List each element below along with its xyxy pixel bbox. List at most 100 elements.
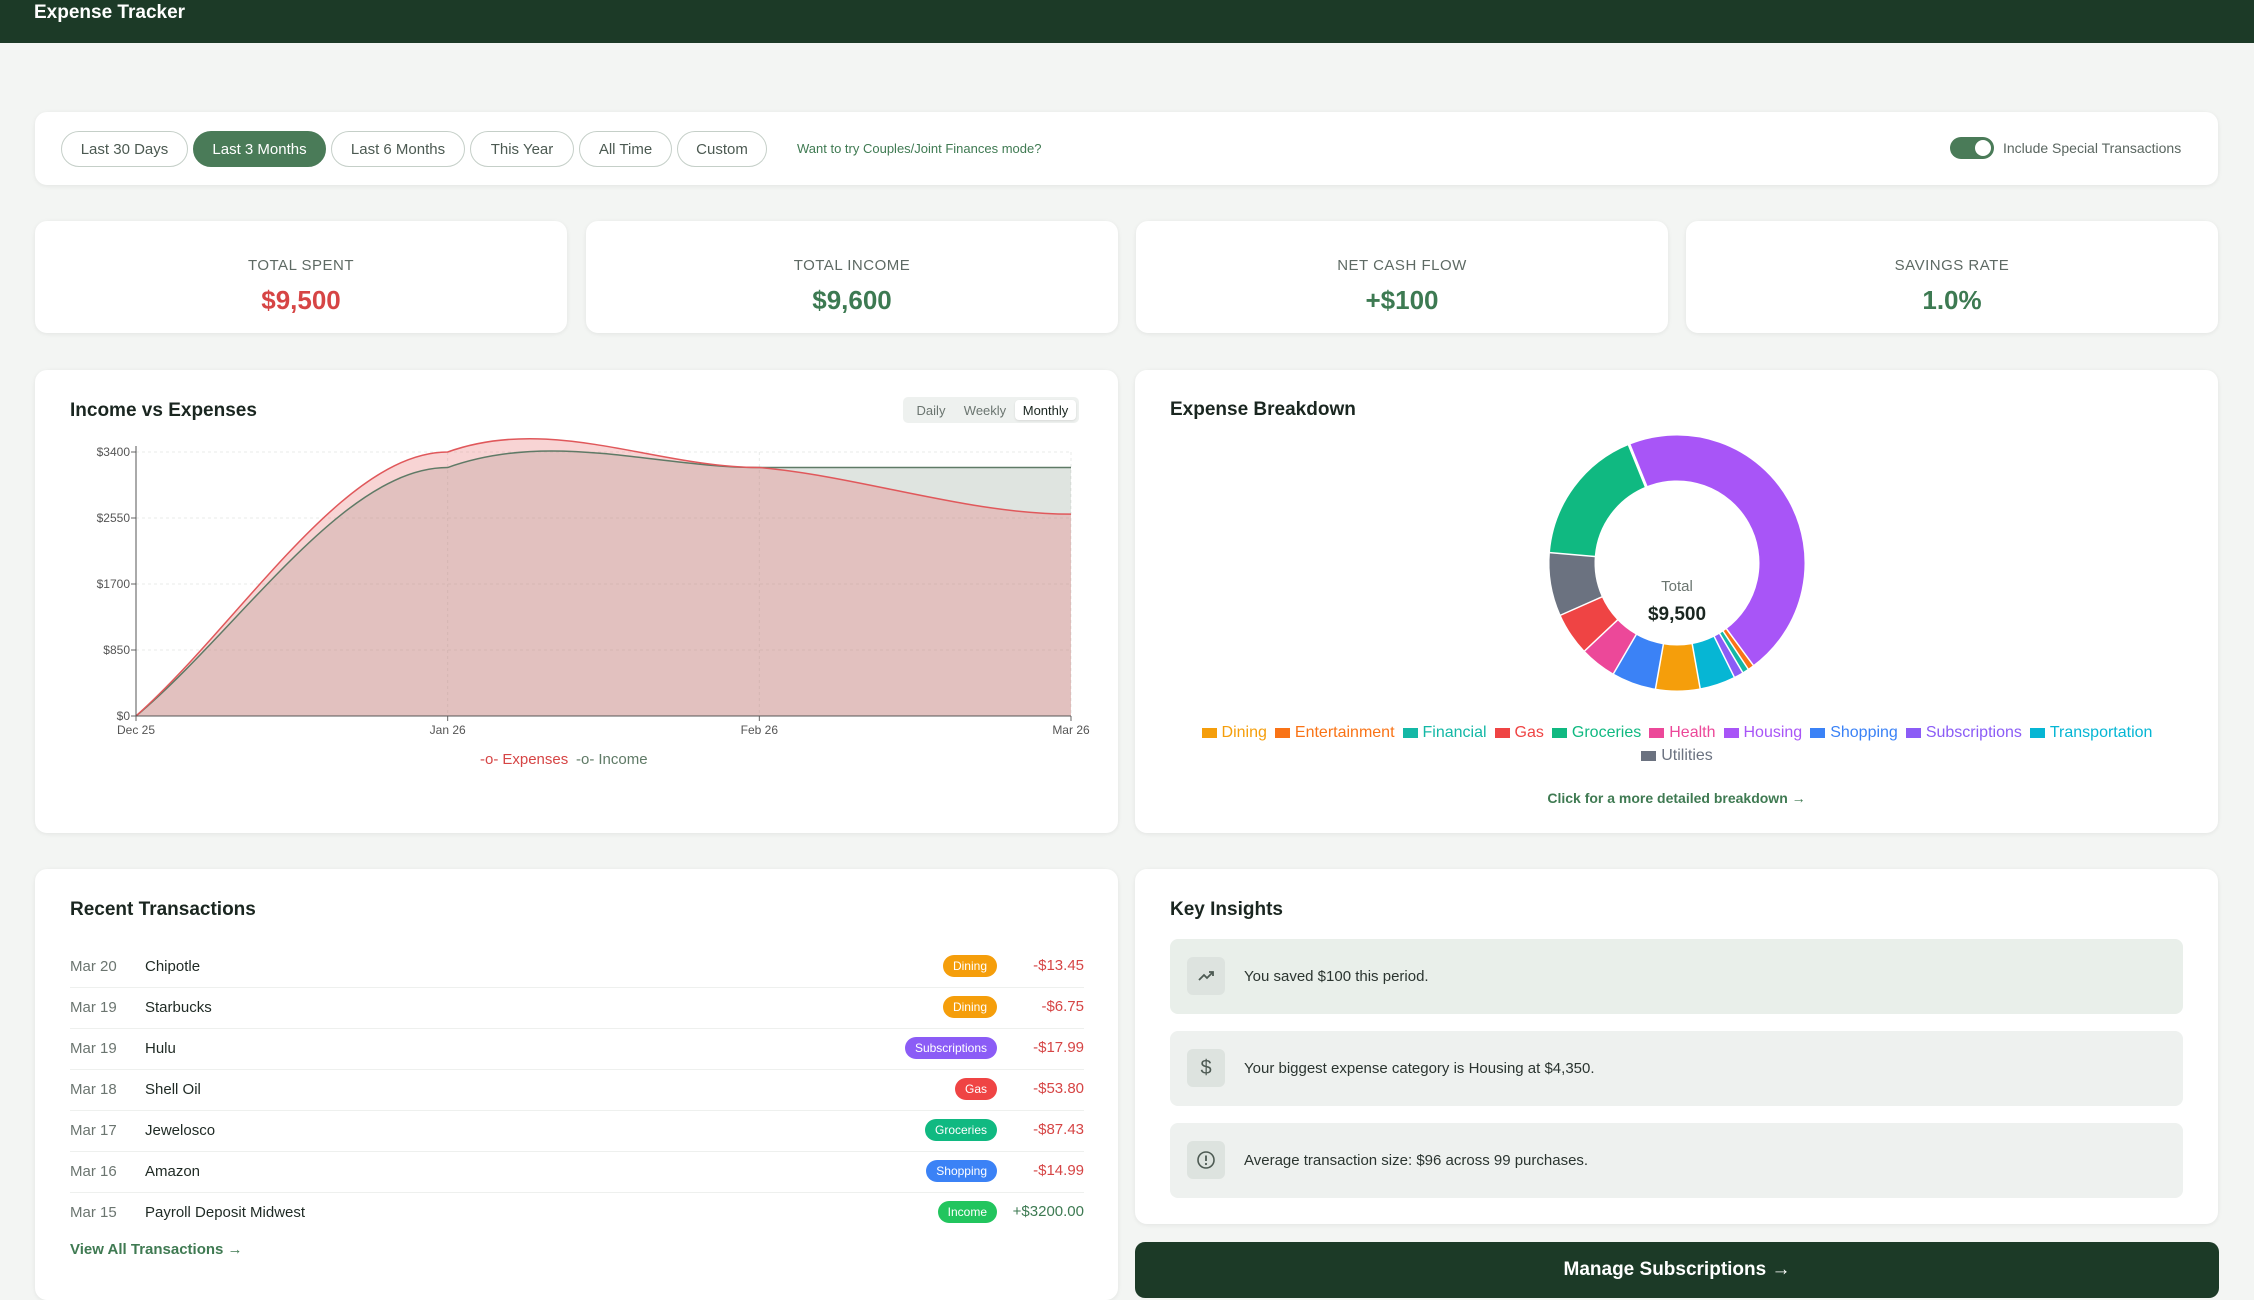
view-all-transactions-link[interactable]: View All Transactions → [70,1241,243,1258]
legend-item-subscriptions[interactable]: Subscriptions [1905,722,2022,744]
insight-savings: You saved $100 this period. [1170,939,2183,1014]
legend-income[interactable]: -o- Income [576,751,648,768]
legend-item-housing[interactable]: Housing [1723,722,1802,744]
legend-item-groceries[interactable]: Groceries [1551,722,1642,744]
legend-item-gas[interactable]: Gas [1494,722,1544,744]
expense-donut-chart[interactable] [1135,370,2218,710]
x-tick-label: Mar 26 [1052,723,1090,737]
transaction-date: Mar 19 [70,999,117,1016]
legend-item-transportation[interactable]: Transportation [2029,722,2153,744]
area-fill-income [136,450,1071,716]
stat-value: 1.0% [1922,285,1982,315]
transaction-row[interactable]: Mar 17 Jewelosco Groceries -$87.43 [70,1111,1084,1152]
chart-granularity-tabs: Daily Weekly Monthly [903,397,1079,423]
range-last-6-months[interactable]: Last 6 Months [331,131,465,167]
range-this-year[interactable]: This Year [470,131,574,167]
range-last-30-days[interactable]: Last 30 Days [61,131,188,167]
couples-mode-link[interactable]: Want to try Couples/Joint Finances mode? [797,141,1042,156]
insight-text: You saved $100 this period. [1244,968,1429,985]
y-tick-label: $1700 [97,577,131,591]
legend-item-shopping[interactable]: Shopping [1810,722,1898,744]
stat-savings-rate: SAVINGS RATE 1.0% [1686,221,2218,333]
stat-total-income: TOTAL INCOME $9,600 [586,221,1118,333]
transaction-date: Mar 17 [70,1122,117,1139]
transaction-amount: -$87.43 [1033,1121,1084,1138]
legend-swatch [1201,728,1217,738]
range-all-time[interactable]: All Time [579,131,672,167]
legend-label-expenses: Expenses [502,751,569,768]
transaction-category-badge: Groceries [924,1119,997,1141]
date-filter-bar: Last 30 Days Last 3 Months Last 6 Months… [35,112,2218,185]
tab-weekly[interactable]: Weekly [963,402,1007,418]
stat-net-cash-flow: NET CASH FLOW +$100 [1136,221,1668,333]
legend-label: Groceries [1571,724,1642,741]
legend-item-dining[interactable]: Dining [1201,722,1267,744]
transaction-category-badge: Dining [942,955,997,977]
tab-monthly[interactable]: Monthly [1015,400,1076,420]
transaction-category-badge: Subscriptions [904,1037,997,1059]
income-expenses-chart: $0 $850 $1700 $2550 $3400 Dec 25 Jan 26 Feb 26 M… [97,437,1090,737]
stat-label: TOTAL SPENT [247,257,355,274]
range-last-3-months[interactable]: Last 3 Months [193,131,326,167]
legend-line-expenses: -o- [480,751,499,768]
legend-expenses[interactable]: -o- Expenses [480,751,568,768]
transaction-row[interactable]: Mar 20 Chipotle Dining -$13.45 [70,947,1084,988]
legend-label: Dining [1221,724,1267,741]
legend-item-entertainment[interactable]: Entertainment [1274,722,1395,744]
legend-item-financial[interactable]: Financial [1402,722,1487,744]
donut-separator [1627,442,1649,489]
area-fill-expenses [136,438,1071,716]
expense-breakdown-card: Expense Breakdown Total $9,500 Dining Ent… [1135,370,2218,833]
transaction-row[interactable]: Mar 19 Hulu Subscriptions -$17.99 [70,1029,1084,1070]
transaction-amount: -$17.99 [1033,1039,1084,1056]
income-vs-expenses-card: Income vs Expenses Daily Weekly Monthly … [35,370,1118,833]
legend-label: Health [1669,724,1716,741]
transaction-amount: -$6.75 [1041,998,1084,1015]
legend-label: Utilities [1661,747,1713,764]
special-transactions-toggle[interactable] [1950,137,1994,159]
transaction-amount: -$13.45 [1033,957,1084,974]
transaction-amount: -$14.99 [1033,1162,1084,1179]
range-custom[interactable]: Custom [677,131,767,167]
transaction-row[interactable]: Mar 19 Starbucks Dining -$6.75 [70,988,1084,1029]
donut-slice-groceries [1549,444,1647,557]
legend-item-health[interactable]: Health [1649,722,1716,744]
transaction-row[interactable]: Mar 18 Shell Oil Gas -$53.80 [70,1070,1084,1111]
legend-label-income: Income [598,751,648,768]
x-tick-label: Jan 26 [430,723,466,737]
transaction-date: Mar 16 [70,1163,117,1180]
legend-label: Transportation [2049,724,2153,741]
tab-daily[interactable]: Daily [916,402,946,418]
series-line-expenses [135,437,1072,717]
donut-slice-gas [1560,595,1618,651]
special-transactions-label: Include Special Transactions [2003,140,2182,156]
y-tick-label: $2550 [97,511,131,525]
detailed-breakdown-link[interactable]: Click for a more detailed breakdown → [1547,790,1806,806]
legend-item-utilities[interactable]: Utilities [1641,745,1713,767]
transaction-amount: -$53.80 [1033,1080,1084,1097]
insights-title: Key Insights [1170,899,1283,920]
legend-swatch [1723,728,1739,738]
legend-label: Entertainment [1294,724,1395,741]
trending-up-icon [1187,957,1225,995]
stat-label: NET CASH FLOW [1337,257,1467,274]
transaction-date: Mar 19 [70,1040,117,1057]
transaction-date: Mar 15 [70,1204,117,1221]
legend-swatch [1551,728,1567,738]
stat-label: SAVINGS RATE [1894,257,2010,274]
stat-value: $9,600 [812,285,892,315]
transaction-category-badge: Gas [954,1078,997,1100]
transaction-row[interactable]: Mar 15 Payroll Deposit Midwest Income +$320… [70,1193,1084,1234]
transaction-amount: +$3200.00 [1012,1203,1084,1220]
insight-biggest-category: $ Your biggest expense category is Housi… [1170,1031,2183,1106]
manage-subscriptions-button[interactable]: Manage Subscriptions → [1135,1242,2219,1298]
transaction-row[interactable]: Mar 16 Amazon Shopping -$14.99 [70,1152,1084,1193]
donut-slice-shopping [1612,633,1664,689]
legend-swatch [1810,728,1826,738]
legend-line-income: -o- [576,751,595,768]
x-tick-label: Feb 26 [741,723,779,737]
legend-swatch [1494,728,1510,738]
legend-swatch [1641,751,1657,761]
stat-total-spent: TOTAL SPENT $9,500 [35,221,567,333]
y-tick-label: $850 [103,643,130,657]
